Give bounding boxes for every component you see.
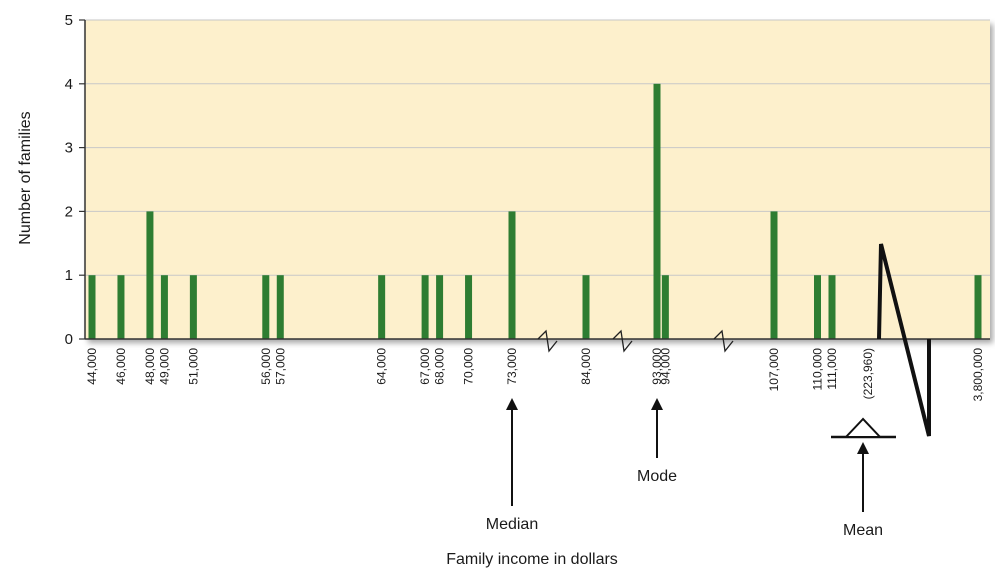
mode-label: Mode [637, 468, 677, 485]
bars [88, 83, 982, 339]
x-tick-label: 3,800,000 [971, 348, 985, 402]
plot-area [85, 20, 990, 339]
mean-fulcrum-triangle [843, 417, 883, 438]
bar [465, 275, 473, 339]
x-tick-label: 110,000 [811, 348, 825, 391]
axis-break-mark [713, 329, 734, 353]
y-tick-label: 5 [65, 12, 73, 29]
x-tick-label: 73,000 [505, 348, 519, 385]
y-tick-label: 0 [65, 331, 73, 348]
mean-value-label: (223,960) [861, 348, 875, 399]
x-axis-title: Family income in dollars [446, 551, 618, 568]
bar [88, 275, 96, 339]
bar [582, 275, 590, 339]
x-tick-label: 48,000 [143, 348, 157, 385]
y-tick-label: 4 [65, 76, 73, 93]
y-tick-label: 1 [65, 267, 73, 284]
x-tick-label: 64,000 [375, 348, 389, 385]
median-arrow-head [506, 398, 518, 410]
bar [421, 275, 429, 339]
large-axis-break [877, 243, 931, 437]
x-tick-label: 70,000 [462, 348, 476, 385]
y-tick-label: 3 [65, 140, 73, 157]
bar [436, 275, 444, 339]
bar [189, 275, 197, 339]
bar [770, 211, 778, 339]
x-tick-label: 111,000 [825, 348, 839, 390]
x-tick-label: 84,000 [579, 348, 593, 385]
x-tick-label: 51,000 [186, 348, 200, 385]
y-axis-title: Number of families [17, 111, 34, 244]
x-tick-label: 67,000 [418, 348, 432, 385]
bar [814, 275, 821, 339]
gridlines [85, 19, 990, 276]
bar [653, 83, 661, 339]
bar [974, 275, 982, 339]
bar [378, 275, 386, 339]
x-tick-label: 107,000 [767, 348, 781, 392]
mean-arrow-head [857, 442, 869, 454]
bar [661, 275, 669, 339]
bar [508, 211, 516, 339]
x-tick-label: 44,000 [85, 348, 99, 385]
x-tick-label: 93,000 [650, 348, 664, 385]
axis-break-mark [612, 329, 633, 353]
x-tick-label: 94,000 [658, 348, 672, 385]
y-axis-ticks: 0 1 2 3 4 5 [65, 12, 85, 348]
bar [262, 275, 270, 339]
x-tick-label: 57,000 [273, 348, 287, 385]
bar [828, 275, 836, 339]
mean-label: Mean [843, 522, 883, 539]
x-axis-ticks: 44,000 46,000 48,000 49,000 51,000 56,000 57,0… [85, 348, 985, 402]
median-label: Median [486, 516, 538, 533]
mode-arrow-head [651, 398, 663, 410]
axis-break-mark [537, 329, 558, 353]
x-tick-label: 56,000 [259, 348, 273, 385]
bar [276, 275, 284, 339]
bar [160, 275, 168, 339]
bar [146, 211, 154, 339]
x-tick-label: 46,000 [114, 348, 128, 385]
x-tick-label: 68,000 [433, 348, 447, 385]
y-tick-label: 2 [65, 203, 73, 220]
x-tick-label: 49,000 [157, 348, 171, 385]
bar [117, 275, 125, 339]
